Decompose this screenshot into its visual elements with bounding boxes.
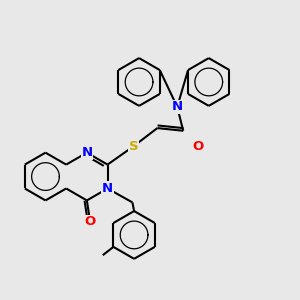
Text: O: O xyxy=(193,140,204,153)
Text: N: N xyxy=(81,146,92,159)
Text: N: N xyxy=(172,100,183,113)
Text: S: S xyxy=(129,140,138,153)
Text: N: N xyxy=(102,182,113,195)
Text: O: O xyxy=(85,215,96,229)
